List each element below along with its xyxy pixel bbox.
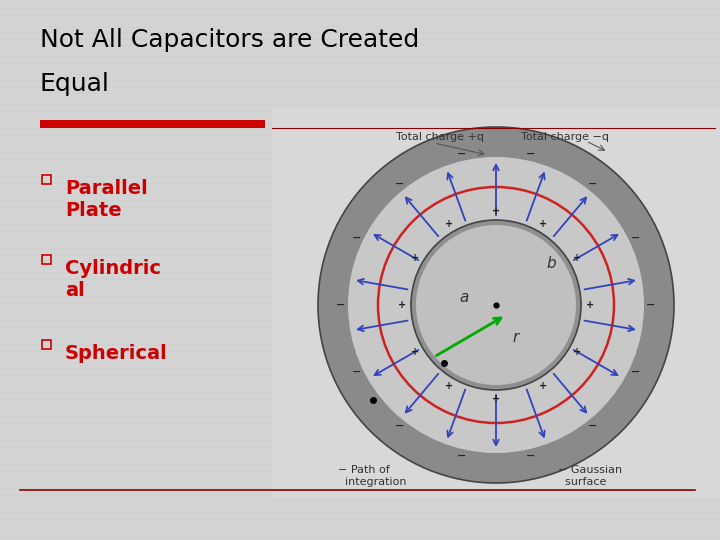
Text: −: − <box>395 421 404 431</box>
Text: Cylindric
al: Cylindric al <box>65 259 161 300</box>
Text: +: + <box>492 206 500 216</box>
Text: +: + <box>445 381 453 391</box>
Text: −: − <box>456 149 466 159</box>
Text: Not All Capacitors are Created: Not All Capacitors are Created <box>40 28 419 52</box>
Text: Equal: Equal <box>40 72 110 96</box>
Text: +: + <box>539 219 547 228</box>
Text: +: + <box>586 300 594 310</box>
Text: −: − <box>351 367 361 377</box>
Text: Spherical: Spherical <box>65 344 168 363</box>
Text: −: − <box>631 367 640 377</box>
Text: −: − <box>456 451 466 461</box>
Text: −: − <box>631 233 640 243</box>
Bar <box>272 108 720 498</box>
Circle shape <box>348 157 644 453</box>
Text: −: − <box>526 451 535 461</box>
Text: +: + <box>539 381 547 391</box>
Bar <box>40 120 265 128</box>
Text: −: − <box>336 300 346 310</box>
Text: +: + <box>573 253 582 263</box>
Text: Total charge +q: Total charge +q <box>396 132 484 142</box>
Bar <box>42 175 51 184</box>
Text: r: r <box>513 329 519 345</box>
Text: +: + <box>410 253 418 263</box>
Text: −: − <box>351 233 361 243</box>
Text: − Path of
  integration: − Path of integration <box>338 465 407 487</box>
Text: +: + <box>398 300 406 310</box>
Text: +: + <box>492 394 500 404</box>
Text: −: − <box>395 179 404 189</box>
Text: −: − <box>588 421 598 431</box>
Text: a: a <box>459 289 469 305</box>
Circle shape <box>411 220 581 390</box>
Circle shape <box>416 225 576 385</box>
Text: +: + <box>410 347 418 357</box>
Text: − Gaussian
  surface: − Gaussian surface <box>558 465 622 487</box>
Text: b: b <box>546 255 556 271</box>
Text: −: − <box>526 149 535 159</box>
Text: −: − <box>647 300 656 310</box>
Text: +: + <box>445 219 453 228</box>
Bar <box>42 340 51 349</box>
Text: Parallel
Plate: Parallel Plate <box>65 179 148 220</box>
Text: −: − <box>588 179 598 189</box>
Circle shape <box>318 127 674 483</box>
Text: Total charge −q: Total charge −q <box>521 132 609 142</box>
Text: +: + <box>573 347 582 357</box>
Bar <box>42 255 51 264</box>
